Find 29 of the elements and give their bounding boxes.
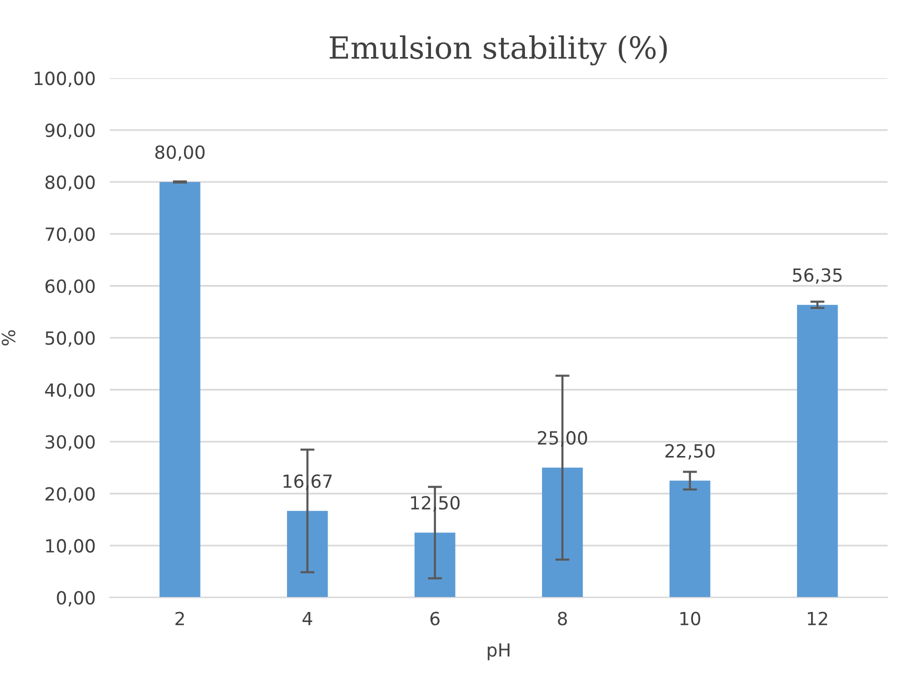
y-tick-label: 50,00 (46, 331, 95, 347)
y-tick-label: 30,00 (46, 435, 95, 451)
y-axis-title: % (2, 330, 16, 346)
y-tick-label: 0,00 (56, 590, 95, 606)
bar (542, 468, 583, 598)
x-tick-label: 10 (680, 612, 700, 626)
x-tick-label: 6 (430, 612, 440, 626)
y-tick-label: 60,00 (45, 279, 95, 295)
bar (287, 510, 328, 598)
chart-title: Emulsion stability (%) (330, 35, 667, 66)
y-tick-label: 80,00 (45, 175, 95, 191)
y-tick-label: 20,00 (46, 487, 95, 503)
x-tick-label: 12 (808, 612, 828, 626)
x-tick-label: 2 (176, 612, 184, 626)
bar (670, 480, 710, 598)
y-tick-label: 90,00 (45, 123, 95, 139)
data-label: 80,00 (155, 145, 205, 161)
x-tick-label: 8 (558, 612, 567, 626)
y-tick-label: 10,00 (46, 539, 95, 555)
data-label: 56,35 (792, 268, 842, 284)
bar (160, 182, 200, 598)
y-tick-label: 40,00 (45, 383, 95, 399)
bar (414, 532, 456, 598)
y-tick-label: 70,00 (46, 227, 95, 243)
bar (797, 304, 838, 598)
data-label: 22,50 (665, 444, 715, 460)
x-axis-title: pH (488, 643, 510, 660)
x-tick-label: 4 (302, 612, 312, 626)
y-tick-label: 100,00 (34, 72, 95, 88)
